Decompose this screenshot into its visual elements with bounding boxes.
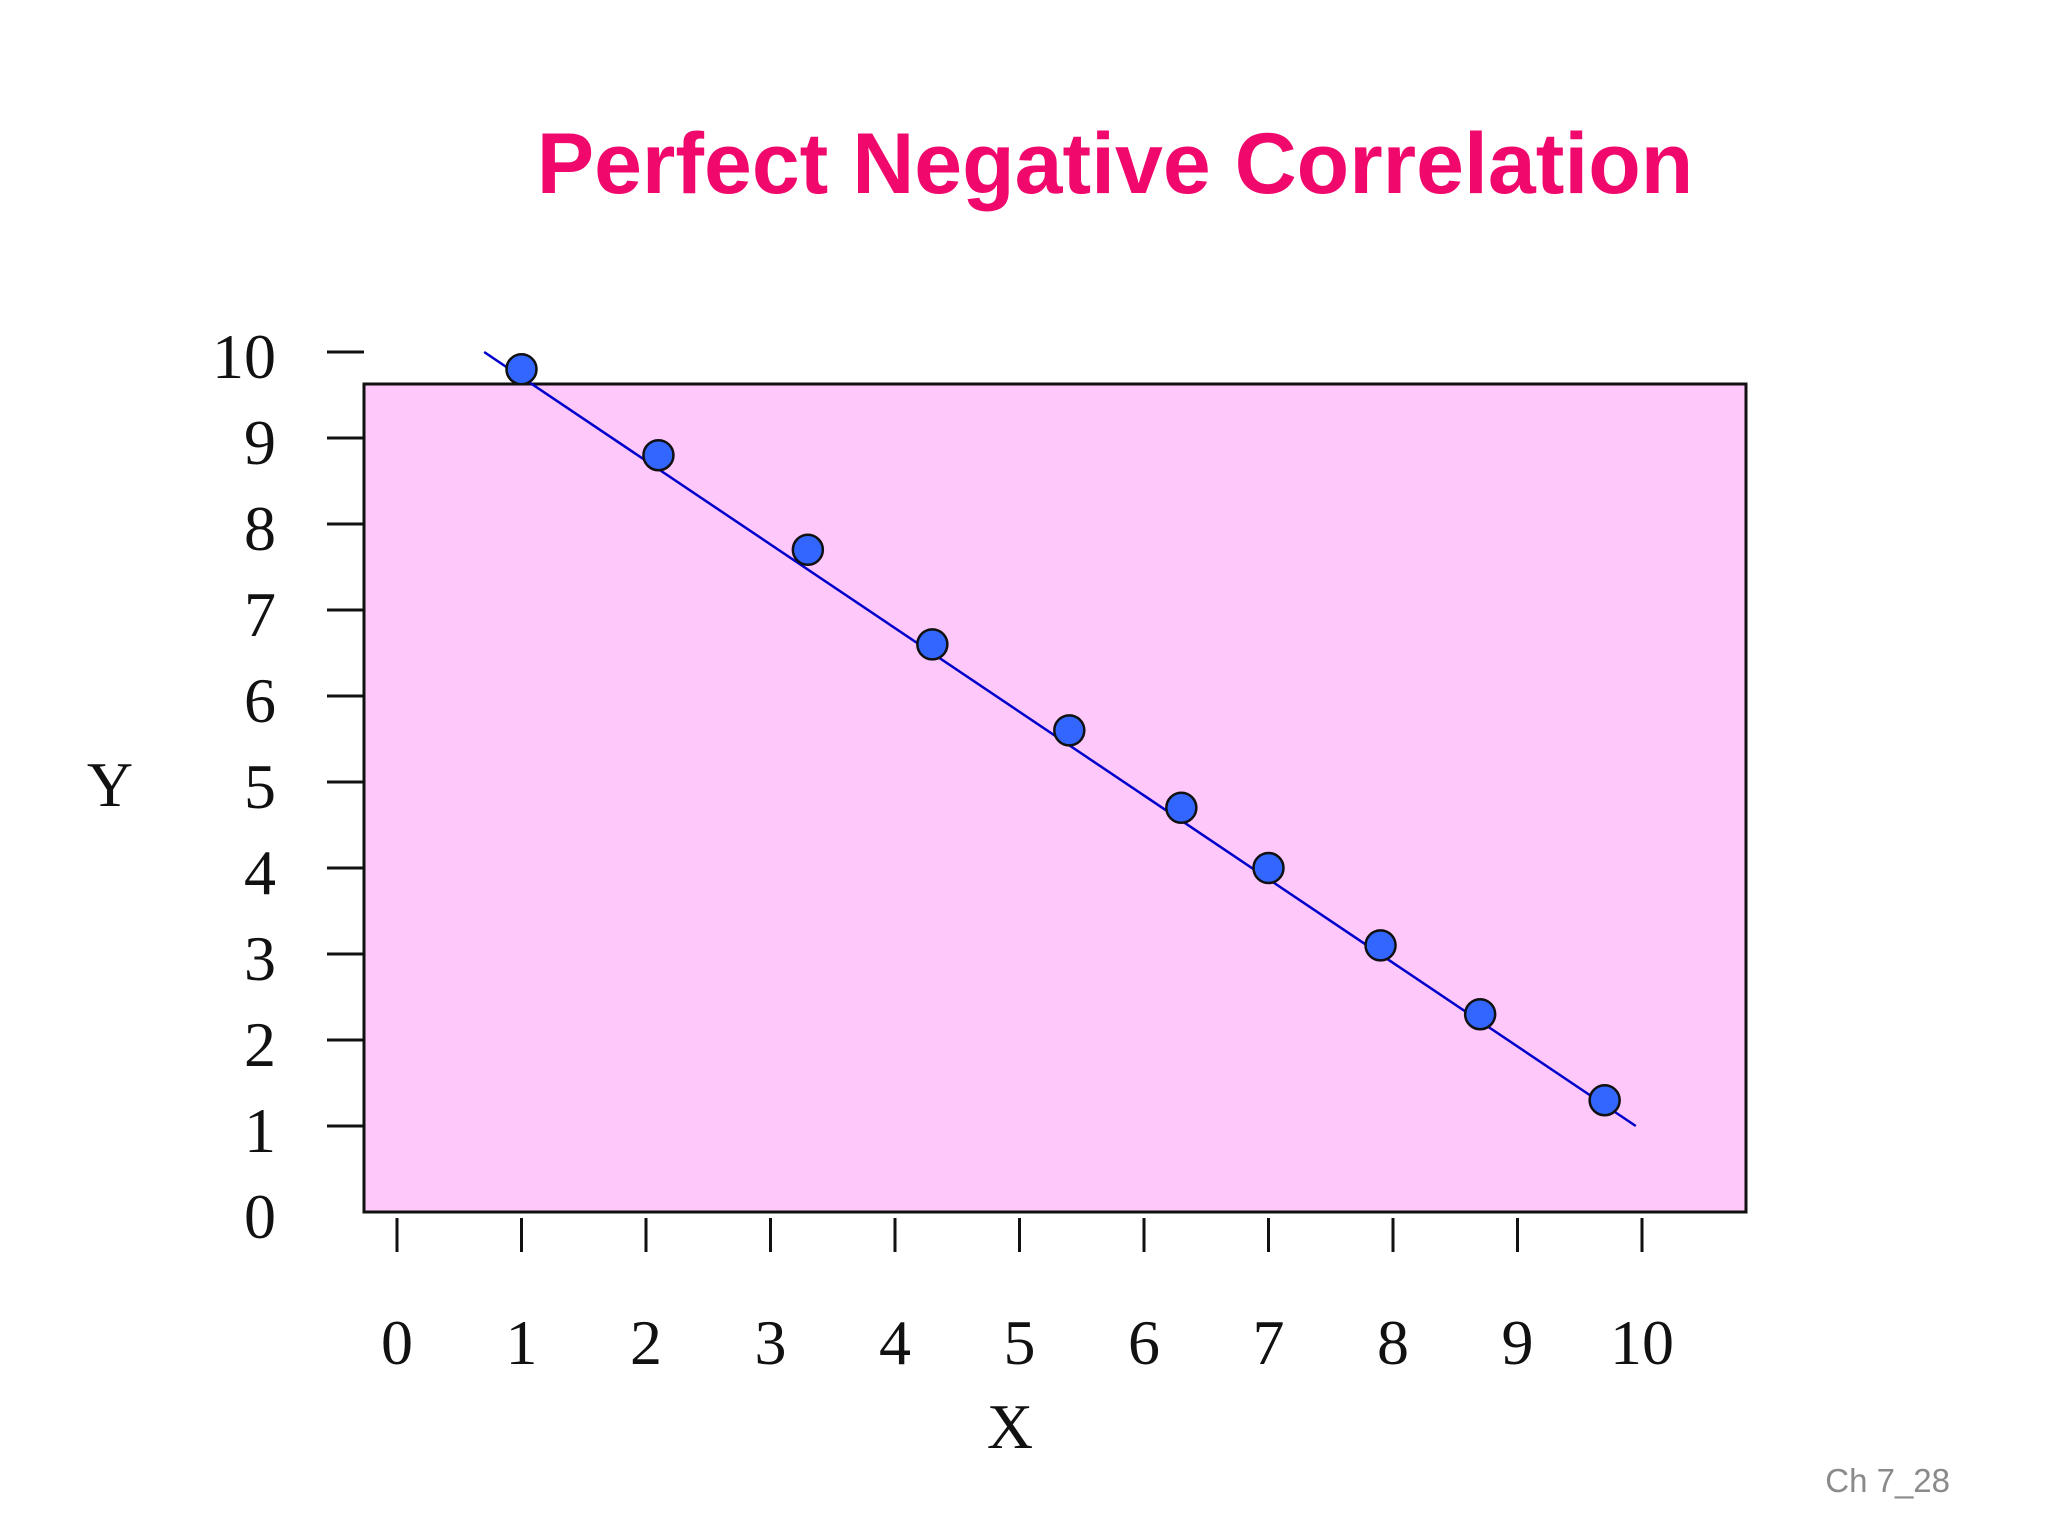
data-point-2 [642,438,675,472]
y-tick-label-6: 6 [244,665,276,736]
data-point-6 [1165,791,1198,825]
x-axis: 0 1 2 3 4 5 6 7 8 9 10 [381,1218,1674,1378]
x-tick-label-3: 3 [755,1307,787,1378]
x-tick-label-4: 4 [879,1307,911,1378]
plot-area [362,382,1748,1214]
x-tick-label-9: 9 [1502,1307,1534,1378]
slide-number: Ch 7_28 [1825,1462,1950,1499]
data-points [505,352,1621,1117]
data-point-7 [1252,851,1285,885]
x-tick-label-1: 1 [506,1307,538,1378]
y-tick-label-0: 0 [244,1181,276,1252]
y-tick-label-3: 3 [244,923,276,994]
slide-title: Perfect Negative Correlation [536,116,1694,212]
y-tick-label-1: 1 [244,1095,276,1166]
x-tick-label-8: 8 [1377,1307,1409,1378]
x-tick-label-10: 10 [1610,1307,1674,1378]
y-tick-label-8: 8 [244,493,276,564]
y-tick-label-4: 4 [244,837,276,908]
y-tick-label-5: 5 [244,751,276,822]
data-point-3 [791,533,825,567]
x-tick-label-7: 7 [1253,1307,1285,1378]
data-point-5 [1053,714,1086,747]
x-tick-label-5: 5 [1004,1307,1036,1378]
data-point-4 [916,628,949,661]
x-tick-label-6: 6 [1128,1307,1160,1378]
y-tick-label-2: 2 [244,1009,276,1080]
x-axis-label: X [987,1391,1033,1462]
y-axis: 0 1 2 3 4 5 6 7 8 9 10 [212,321,364,1252]
data-point-1 [505,352,538,386]
y-tick-label-10: 10 [212,321,276,392]
y-tick-label-7: 7 [244,579,276,650]
y-axis-label: Y [87,749,133,820]
data-point-8 [1364,929,1397,962]
data-point-9 [1463,997,1497,1031]
y-tick-label-9: 9 [244,407,276,478]
data-point-10 [1588,1083,1621,1117]
x-tick-label-0: 0 [381,1307,413,1378]
x-tick-label-2: 2 [630,1307,662,1378]
